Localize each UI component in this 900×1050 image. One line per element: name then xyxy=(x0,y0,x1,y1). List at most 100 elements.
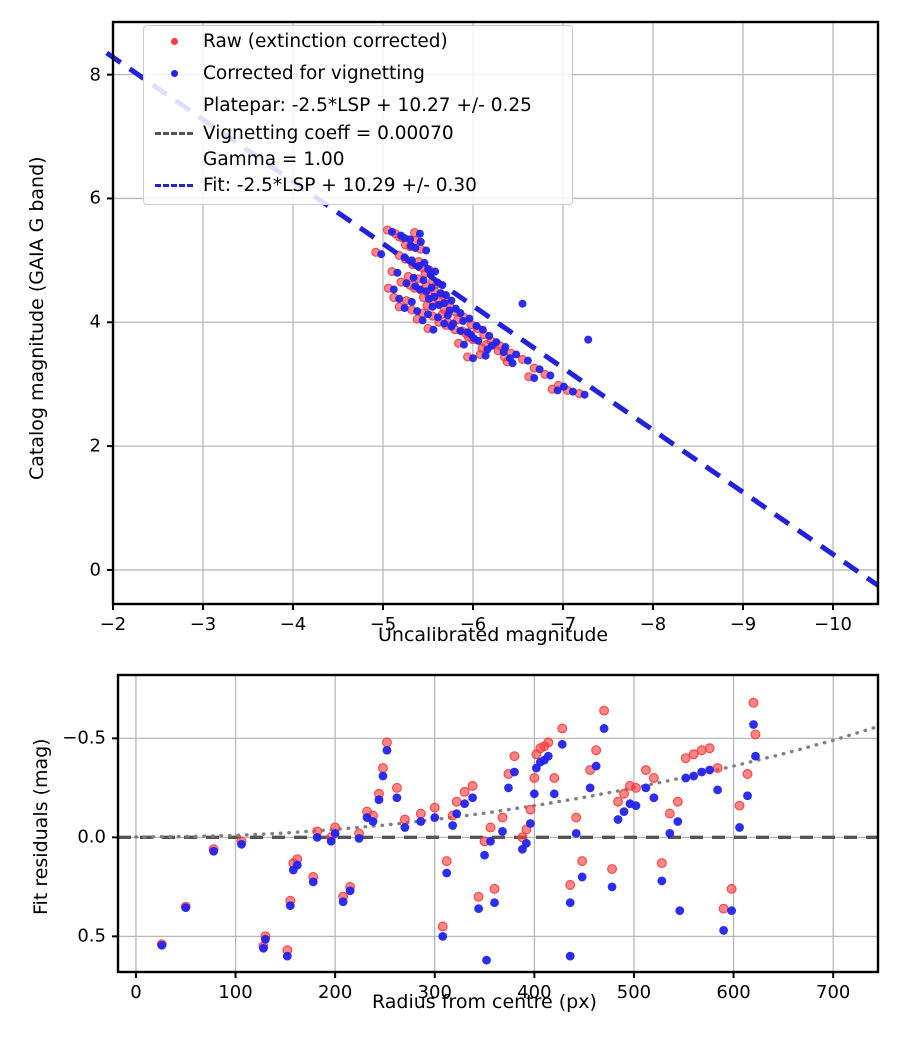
y-tick-label: −0.5 xyxy=(62,727,106,749)
data-point xyxy=(395,294,404,303)
data-point xyxy=(472,322,481,330)
data-point xyxy=(749,720,758,729)
data-point xyxy=(680,753,691,764)
data-point xyxy=(743,791,752,801)
data-point xyxy=(326,836,336,846)
legend-marker-none xyxy=(154,97,194,115)
data-point xyxy=(388,227,396,236)
data-point xyxy=(157,940,167,950)
data-point xyxy=(640,765,651,775)
x-tick-label: 300 xyxy=(417,982,452,1003)
data-point xyxy=(422,246,431,255)
data-point xyxy=(505,354,514,363)
data-point xyxy=(312,832,322,842)
data-point xyxy=(565,898,575,908)
data-point xyxy=(422,287,431,296)
data-point xyxy=(480,850,489,860)
data-point xyxy=(734,800,745,811)
data-point xyxy=(378,763,388,774)
data-point xyxy=(237,839,246,849)
data-point xyxy=(498,827,507,836)
data-point xyxy=(485,331,494,340)
data-point xyxy=(415,229,424,238)
data-point xyxy=(599,705,610,716)
data-point xyxy=(428,302,437,311)
axes-frame xyxy=(116,673,880,974)
vignetting-curve xyxy=(134,724,880,839)
data-point xyxy=(497,812,508,823)
dashed-line-icon xyxy=(155,132,193,136)
scatter-dot-icon xyxy=(171,70,178,78)
data-point xyxy=(525,804,536,815)
x-tick-label: −8 xyxy=(639,614,667,635)
data-point xyxy=(619,788,629,799)
data-point xyxy=(429,325,438,334)
photometry-y-axis-label: Catalog magnitude (GAIA G band) xyxy=(26,156,48,480)
data-point xyxy=(591,745,602,756)
data-point xyxy=(467,780,478,791)
data-point xyxy=(381,737,392,748)
legend-marker-dot xyxy=(154,65,194,83)
photometry-legend: Raw (extinction corrected) Corrected for … xyxy=(143,25,573,205)
data-point xyxy=(512,350,521,359)
x-tick-label: 500 xyxy=(616,982,652,1003)
data-point xyxy=(478,325,487,334)
data-point xyxy=(499,348,508,357)
data-point xyxy=(599,724,609,733)
data-point xyxy=(419,276,428,285)
data-point xyxy=(434,300,443,309)
data-point xyxy=(433,313,442,322)
data-point xyxy=(571,812,582,823)
data-point xyxy=(591,761,601,771)
data-point xyxy=(467,330,476,339)
data-point xyxy=(448,821,458,830)
data-point xyxy=(409,273,418,282)
data-point xyxy=(377,250,386,259)
photometry-x-axis-label: Uncalibrated magnitude xyxy=(378,624,609,646)
data-point xyxy=(510,767,519,777)
data-point xyxy=(282,951,292,961)
data-point xyxy=(675,906,685,916)
data-point xyxy=(559,382,568,391)
data-point xyxy=(459,786,470,797)
data-point xyxy=(374,795,384,805)
data-point xyxy=(459,317,468,326)
data-point xyxy=(391,782,402,793)
scatter-dot-icon xyxy=(171,38,178,46)
data-point xyxy=(443,311,452,320)
x-tick-label: −3 xyxy=(189,614,217,635)
data-point xyxy=(697,767,707,777)
data-point xyxy=(656,858,667,869)
legend-label: Platepar: -2.5*LSP + 10.27 +/- 0.25 xyxy=(203,95,532,116)
data-point xyxy=(430,813,440,822)
legend-entry: Raw (extinction corrected) xyxy=(154,32,448,51)
data-point xyxy=(354,833,364,843)
data-point xyxy=(530,374,539,383)
data-point xyxy=(482,955,491,965)
data-point xyxy=(473,891,484,902)
data-point xyxy=(696,745,707,756)
data-point xyxy=(486,836,495,846)
data-point xyxy=(442,291,450,300)
data-point xyxy=(673,817,683,826)
data-point xyxy=(429,802,440,813)
data-point xyxy=(584,335,593,344)
data-point xyxy=(688,749,699,760)
legend-entry: Gamma = 1.00 xyxy=(154,150,345,170)
data-point xyxy=(181,903,191,913)
y-tick-label: 0.5 xyxy=(77,925,106,947)
data-point xyxy=(474,904,483,914)
data-point xyxy=(402,279,411,288)
data-point xyxy=(209,846,219,856)
x-tick-label: 600 xyxy=(716,982,751,1003)
data-point xyxy=(447,296,456,305)
data-point xyxy=(285,901,295,911)
data-point xyxy=(568,387,577,396)
x-tick-label: −6 xyxy=(459,614,487,635)
data-point xyxy=(292,860,302,870)
legend-label: Fit: -2.5*LSP + 10.29 +/- 0.30 xyxy=(203,175,477,196)
data-point xyxy=(641,783,651,793)
y-tick-label: 0.0 xyxy=(77,826,106,848)
legend-marker-dot xyxy=(154,33,194,51)
